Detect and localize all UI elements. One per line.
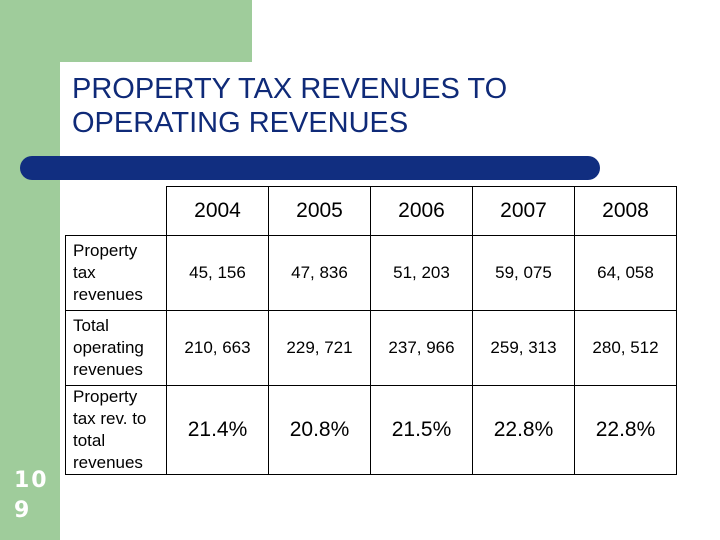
table-corner-cell xyxy=(65,186,167,236)
slide-number: 10 9 xyxy=(14,466,50,526)
table-cell: 51, 203 xyxy=(370,235,473,311)
title-underline-bar xyxy=(20,156,600,180)
table-cell: 22.8% xyxy=(574,385,677,475)
row-label-ratio: Property tax rev. to total revenues xyxy=(65,385,167,475)
table-cell: 21.4% xyxy=(166,385,269,475)
year-header: 2007 xyxy=(472,186,575,236)
table-row: Total operating revenues 210, 663 229, 7… xyxy=(65,310,677,386)
row-label-line: Total xyxy=(73,316,109,335)
slide-number-line1: 10 xyxy=(14,468,49,493)
table-cell: 22.8% xyxy=(472,385,575,475)
table-cell: 210, 663 xyxy=(166,310,269,386)
table-cell: 45, 156 xyxy=(166,235,269,311)
green-top-panel xyxy=(60,0,252,62)
year-header: 2006 xyxy=(370,186,473,236)
slide-number-line2: 9 xyxy=(14,498,32,523)
green-side-panel xyxy=(0,0,60,540)
row-label-property-tax: Property tax revenues xyxy=(65,235,167,311)
row-label-total-operating: Total operating revenues xyxy=(65,310,167,386)
table-cell: 237, 966 xyxy=(370,310,473,386)
table-cell: 280, 512 xyxy=(574,310,677,386)
title-line-1: PROPERTY TAX REVENUES TO xyxy=(72,73,508,105)
table-cell: 47, 836 xyxy=(268,235,371,311)
table-row: Property tax rev. to total revenues 21.4… xyxy=(65,385,677,475)
table-cell: 229, 721 xyxy=(268,310,371,386)
table-cell: 259, 313 xyxy=(472,310,575,386)
row-label-line: total xyxy=(73,431,106,450)
slide-title: PROPERTY TAX REVENUES TO OPERATING REVEN… xyxy=(72,72,632,140)
row-label-line: revenues xyxy=(73,453,143,472)
table-cell: 59, 075 xyxy=(472,235,575,311)
table-row: Property tax revenues 45, 156 47, 836 51… xyxy=(65,235,677,311)
row-label-line: operating xyxy=(73,338,144,357)
year-header: 2005 xyxy=(268,186,371,236)
table-header-row: 2004 2005 2006 2007 2008 xyxy=(65,186,677,236)
table-cell: 64, 058 xyxy=(574,235,677,311)
row-label-line: Property xyxy=(73,241,138,260)
row-label-line: tax rev. to xyxy=(73,409,147,428)
revenue-table: 2004 2005 2006 2007 2008 Property tax re… xyxy=(65,186,677,475)
row-label-line: tax xyxy=(73,263,96,282)
year-header: 2008 xyxy=(574,186,677,236)
title-line-2: OPERATING REVENUES xyxy=(72,107,409,139)
year-header: 2004 xyxy=(166,186,269,236)
table-cell: 21.5% xyxy=(370,385,473,475)
row-label-line: Property xyxy=(73,387,138,406)
table-cell: 20.8% xyxy=(268,385,371,475)
row-label-line: revenues xyxy=(73,285,143,304)
row-label-line: revenues xyxy=(73,360,143,379)
